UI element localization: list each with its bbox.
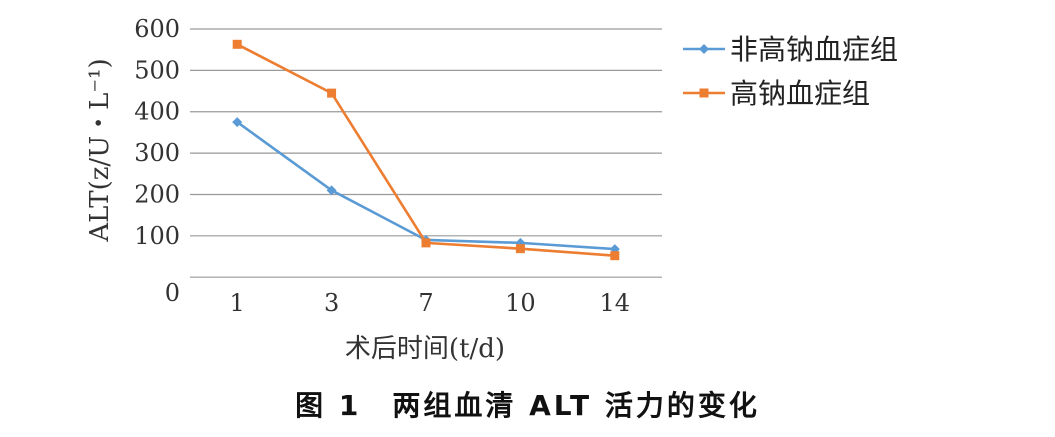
y-tick-label: 200 xyxy=(134,180,180,208)
data-point xyxy=(232,39,242,49)
figure-caption: 图 1 两组血清 ALT 活力的变化 xyxy=(295,389,760,422)
y-tick-label: 500 xyxy=(134,56,180,84)
series-line xyxy=(236,43,615,257)
y-tick-label: 0 xyxy=(165,279,180,307)
y-tick-label: 100 xyxy=(134,222,180,250)
y-tick-label: 300 xyxy=(134,139,180,167)
data-point xyxy=(327,88,337,98)
series-line xyxy=(236,121,615,251)
x-axis-title: 术后时间(t/d) xyxy=(345,334,505,364)
data-point xyxy=(421,238,431,248)
series-lines xyxy=(232,39,620,261)
x-tick-label: 7 xyxy=(418,289,433,317)
legend-label: 非高钠血症组 xyxy=(730,33,898,66)
data-point xyxy=(610,251,620,261)
data-point xyxy=(515,244,525,254)
x-tick-label: 10 xyxy=(505,289,536,317)
y-axis-title: ALT(z/U・L⁻¹) xyxy=(85,58,115,242)
y-tick-labels: 600 500 400 300 200 100 0 xyxy=(134,15,180,307)
data-point xyxy=(326,185,337,196)
y-tick-label: 600 xyxy=(134,15,180,43)
x-tick-label: 1 xyxy=(230,289,245,317)
x-tick-label: 3 xyxy=(324,289,339,317)
data-point xyxy=(232,117,243,128)
legend-marker xyxy=(699,88,709,98)
legend-label: 高钠血症组 xyxy=(730,77,870,110)
y-tick-label: 400 xyxy=(134,98,180,126)
legend-marker xyxy=(699,44,709,54)
x-tick-label: 14 xyxy=(600,289,631,317)
x-tick-labels: 1 3 7 10 14 xyxy=(230,289,631,317)
